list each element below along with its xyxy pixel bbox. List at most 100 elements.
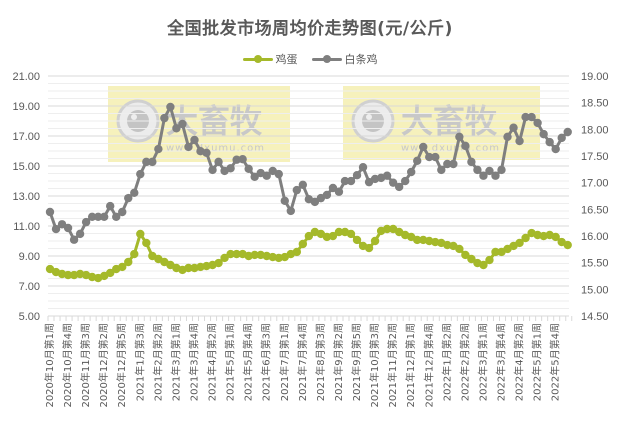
data-point[interactable] — [226, 249, 235, 259]
data-point[interactable] — [407, 167, 416, 177]
data-point[interactable] — [479, 171, 488, 180]
data-point[interactable] — [334, 227, 344, 237]
data-point[interactable] — [425, 152, 434, 162]
data-point[interactable] — [382, 171, 392, 180]
data-point[interactable] — [539, 129, 548, 139]
data-point[interactable] — [99, 212, 109, 221]
data-point[interactable] — [497, 165, 506, 175]
data-point[interactable] — [515, 238, 524, 248]
data-point[interactable] — [298, 180, 308, 189]
data-point[interactable] — [328, 183, 338, 193]
data-point[interactable] — [87, 212, 97, 221]
data-point[interactable] — [352, 171, 362, 180]
data-point[interactable] — [63, 270, 73, 280]
data-point[interactable] — [250, 172, 259, 181]
data-point[interactable] — [130, 249, 139, 259]
data-point[interactable] — [124, 257, 133, 267]
data-point[interactable] — [400, 176, 410, 186]
data-point[interactable] — [118, 262, 127, 272]
data-point[interactable] — [93, 212, 103, 221]
data-point[interactable] — [413, 156, 422, 165]
data-point[interactable] — [142, 157, 151, 167]
data-point[interactable] — [509, 123, 518, 132]
data-point[interactable] — [455, 244, 464, 254]
data-point[interactable] — [286, 206, 295, 216]
data-point[interactable] — [45, 207, 55, 217]
data-point[interactable] — [413, 235, 422, 245]
data-point[interactable] — [118, 207, 127, 217]
data-point[interactable] — [364, 243, 374, 253]
data-point[interactable] — [226, 164, 235, 173]
data-point[interactable] — [533, 118, 542, 128]
data-point[interactable] — [214, 157, 223, 167]
data-point[interactable] — [322, 190, 332, 200]
data-point[interactable] — [130, 188, 139, 197]
data-point[interactable] — [232, 249, 241, 259]
data-point[interactable] — [69, 235, 79, 244]
data-point[interactable] — [545, 137, 554, 147]
data-point[interactable] — [485, 166, 494, 176]
data-point[interactable] — [521, 112, 530, 122]
data-point[interactable] — [491, 247, 500, 257]
data-point[interactable] — [563, 240, 572, 250]
data-point[interactable] — [190, 135, 199, 145]
data-point[interactable] — [292, 185, 302, 195]
data-point[interactable] — [232, 155, 241, 164]
data-point[interactable] — [461, 141, 470, 151]
data-point[interactable] — [298, 239, 308, 249]
data-point[interactable] — [178, 119, 187, 129]
data-point[interactable] — [304, 231, 314, 241]
data-point[interactable] — [467, 254, 476, 264]
data-point[interactable] — [292, 247, 302, 257]
data-point[interactable] — [136, 169, 145, 179]
data-point[interactable] — [521, 233, 530, 243]
data-point[interactable] — [551, 232, 560, 242]
data-point[interactable] — [202, 148, 211, 157]
data-point[interactable] — [262, 171, 271, 180]
data-point[interactable] — [557, 133, 566, 143]
data-point[interactable] — [382, 224, 392, 234]
data-point[interactable] — [467, 157, 476, 167]
data-point[interactable] — [443, 159, 452, 169]
data-point[interactable] — [515, 136, 524, 146]
data-point[interactable] — [274, 169, 283, 179]
data-point[interactable] — [106, 268, 115, 278]
data-point[interactable] — [160, 113, 169, 123]
data-point[interactable] — [485, 255, 494, 265]
data-point[interactable] — [75, 229, 85, 239]
data-point[interactable] — [437, 165, 446, 175]
data-point[interactable] — [328, 231, 338, 241]
data-point[interactable] — [352, 235, 362, 245]
data-point[interactable] — [214, 258, 223, 268]
data-point[interactable] — [346, 176, 356, 186]
data-point[interactable] — [124, 193, 133, 203]
data-point[interactable] — [419, 142, 428, 152]
data-point[interactable] — [142, 238, 151, 248]
data-point[interactable] — [148, 157, 157, 167]
data-point[interactable] — [394, 182, 404, 192]
data-point[interactable] — [172, 124, 181, 133]
data-point[interactable] — [334, 187, 344, 196]
data-point[interactable] — [449, 159, 458, 169]
data-point[interactable] — [238, 155, 247, 164]
data-point[interactable] — [57, 220, 67, 229]
data-point[interactable] — [455, 132, 464, 141]
data-point[interactable] — [358, 163, 368, 172]
data-point[interactable] — [310, 197, 320, 207]
data-point[interactable] — [184, 142, 193, 152]
data-point[interactable] — [431, 152, 440, 162]
data-point[interactable] — [166, 102, 175, 112]
data-point[interactable] — [346, 229, 356, 239]
data-point[interactable] — [184, 263, 193, 273]
data-point[interactable] — [250, 250, 259, 260]
data-point[interactable] — [491, 171, 500, 180]
data-point[interactable] — [479, 260, 488, 270]
data-point[interactable] — [154, 144, 163, 154]
data-point[interactable] — [388, 178, 398, 187]
data-point[interactable] — [136, 229, 145, 239]
data-point[interactable] — [208, 165, 217, 175]
data-point[interactable] — [551, 144, 560, 154]
data-point[interactable] — [51, 224, 61, 234]
data-point[interactable] — [63, 223, 73, 233]
data-point[interactable] — [112, 212, 121, 221]
